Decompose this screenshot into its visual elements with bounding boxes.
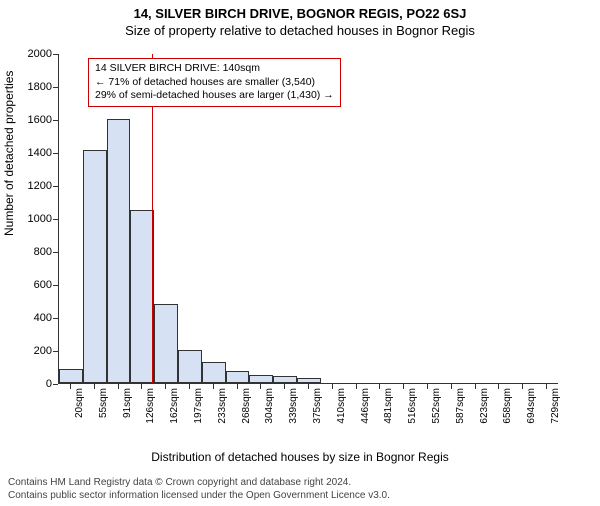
x-tick-label: 446sqm bbox=[360, 388, 371, 424]
x-tick-label: 304sqm bbox=[264, 388, 275, 424]
x-tick-mark bbox=[427, 384, 428, 389]
x-tick-label: 339sqm bbox=[288, 388, 299, 424]
y-tick-mark bbox=[53, 285, 58, 286]
x-tick-mark bbox=[94, 384, 95, 389]
y-tick-mark bbox=[53, 120, 58, 121]
x-tick-label: 587sqm bbox=[455, 388, 466, 424]
x-tick-mark bbox=[332, 384, 333, 389]
y-tick-mark bbox=[53, 87, 58, 88]
x-tick-label: 268sqm bbox=[241, 388, 252, 424]
x-tick-mark bbox=[475, 384, 476, 389]
x-tick-mark bbox=[451, 384, 452, 389]
x-tick-label: 481sqm bbox=[383, 388, 394, 424]
x-tick-label: 126sqm bbox=[145, 388, 156, 424]
histogram-bar bbox=[83, 150, 107, 383]
histogram-bar bbox=[107, 119, 131, 383]
x-tick-mark bbox=[118, 384, 119, 389]
x-tick-label: 623sqm bbox=[479, 388, 490, 424]
y-tick-label: 0 bbox=[12, 378, 52, 390]
x-tick-label: 91sqm bbox=[122, 388, 133, 418]
annotation-line1: 14 SILVER BIRCH DRIVE: 140sqm bbox=[95, 62, 334, 76]
chart-title-main: 14, SILVER BIRCH DRIVE, BOGNOR REGIS, PO… bbox=[0, 6, 600, 21]
y-tick-label: 1000 bbox=[12, 213, 52, 225]
x-tick-mark bbox=[522, 384, 523, 389]
x-tick-mark bbox=[403, 384, 404, 389]
y-tick-label: 1800 bbox=[12, 81, 52, 93]
x-tick-label: 516sqm bbox=[407, 388, 418, 424]
x-tick-label: 694sqm bbox=[526, 388, 537, 424]
x-tick-label: 552sqm bbox=[431, 388, 442, 424]
x-tick-label: 410sqm bbox=[336, 388, 347, 424]
x-tick-mark bbox=[260, 384, 261, 389]
histogram-bar bbox=[178, 350, 202, 383]
histogram-bar bbox=[202, 362, 226, 383]
y-tick-label: 800 bbox=[12, 246, 52, 258]
chart-area: 0200400600800100012001400160018002000 20… bbox=[58, 54, 558, 424]
x-tick-label: 20sqm bbox=[74, 388, 85, 418]
y-tick-label: 1400 bbox=[12, 147, 52, 159]
chart-title-sub: Size of property relative to detached ho… bbox=[0, 23, 600, 38]
x-tick-label: 55sqm bbox=[98, 388, 109, 418]
footnote: Contains HM Land Registry data © Crown c… bbox=[8, 477, 390, 502]
x-tick-mark bbox=[498, 384, 499, 389]
histogram-bar bbox=[249, 375, 273, 383]
x-tick-mark bbox=[70, 384, 71, 389]
y-tick-label: 2000 bbox=[12, 48, 52, 60]
y-tick-label: 600 bbox=[12, 279, 52, 291]
footnote-line2: Contains public sector information licen… bbox=[8, 490, 390, 503]
histogram-bar bbox=[59, 369, 83, 383]
x-tick-mark bbox=[546, 384, 547, 389]
y-tick-label: 200 bbox=[12, 345, 52, 357]
y-tick-label: 1200 bbox=[12, 180, 52, 192]
annotation-line3: 29% of semi-detached houses are larger (… bbox=[95, 89, 334, 103]
y-tick-mark bbox=[53, 186, 58, 187]
x-tick-mark bbox=[356, 384, 357, 389]
x-tick-label: 658sqm bbox=[502, 388, 513, 424]
y-tick-mark bbox=[53, 153, 58, 154]
y-tick-label: 1600 bbox=[12, 114, 52, 126]
y-tick-mark bbox=[53, 351, 58, 352]
x-tick-mark bbox=[379, 384, 380, 389]
x-tick-mark bbox=[165, 384, 166, 389]
histogram-bar bbox=[226, 371, 250, 383]
x-tick-label: 375sqm bbox=[312, 388, 323, 424]
histogram-bar bbox=[273, 376, 297, 383]
y-tick-mark bbox=[53, 219, 58, 220]
x-tick-label: 233sqm bbox=[217, 388, 228, 424]
x-tick-label: 162sqm bbox=[169, 388, 180, 424]
x-tick-mark bbox=[213, 384, 214, 389]
annotation-line2: ← 71% of detached houses are smaller (3,… bbox=[95, 76, 334, 90]
x-tick-mark bbox=[308, 384, 309, 389]
y-tick-mark bbox=[53, 384, 58, 385]
x-tick-mark bbox=[189, 384, 190, 389]
y-tick-mark bbox=[53, 252, 58, 253]
y-tick-mark bbox=[53, 54, 58, 55]
x-axis-label: Distribution of detached houses by size … bbox=[0, 450, 600, 464]
x-tick-label: 197sqm bbox=[193, 388, 204, 424]
histogram-bar bbox=[154, 304, 178, 383]
footnote-line1: Contains HM Land Registry data © Crown c… bbox=[8, 477, 390, 490]
x-tick-label: 729sqm bbox=[550, 388, 561, 424]
y-tick-mark bbox=[53, 318, 58, 319]
x-tick-mark bbox=[141, 384, 142, 389]
x-tick-mark bbox=[284, 384, 285, 389]
histogram-bar bbox=[297, 378, 321, 383]
y-tick-label: 400 bbox=[12, 312, 52, 324]
x-tick-mark bbox=[237, 384, 238, 389]
reference-annotation: 14 SILVER BIRCH DRIVE: 140sqm ← 71% of d… bbox=[88, 58, 341, 107]
